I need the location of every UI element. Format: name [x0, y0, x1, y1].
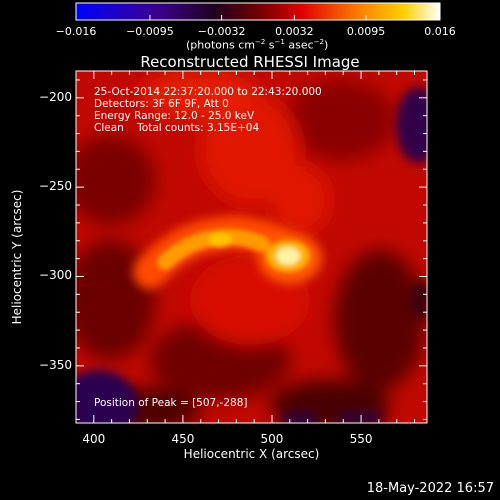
colorbar-ticks [75, 15, 441, 20]
colorbar-tick-label: 0.0032 [275, 25, 314, 38]
colorbar-svg [75, 2, 441, 21]
y-axis-label: Heliocentric Y (arcsec) [10, 189, 24, 325]
y-tick-label: −250 [39, 179, 72, 194]
colorbar-tick-label: −0.0095 [126, 25, 174, 38]
annotation-time: 25-Oct-2014 22:37:20.000 to 22:43:20.000 [94, 86, 322, 98]
annotation-energy: Energy Range: 12.0 - 25.0 keV [94, 110, 255, 122]
y-tick-label: −300 [39, 268, 72, 283]
colorbar-gradient [75, 2, 441, 21]
x-tick-label: 450 [171, 432, 195, 446]
annotation-detectors: Detectors: 3F 6F 9F, Att 0 [94, 98, 229, 110]
x-tick-label: 400 [82, 432, 106, 446]
footer-timestamp: 18-May-2022 16:57 [366, 481, 494, 496]
axis-ticks [75, 71, 427, 423]
annotation-peak: Position of Peak = [507,-288] [94, 397, 248, 409]
colorbar-tick-label: 0.0095 [346, 25, 386, 38]
y-tick-label: −350 [39, 357, 72, 372]
plot-frame [75, 70, 428, 424]
heatmap-image [76, 71, 427, 423]
colorbar-units: (photons cm−2 s−1 asec−2) [186, 38, 329, 52]
colorbar-tick-label: −0.0032 [197, 25, 246, 38]
x-tick-label: 550 [349, 432, 373, 446]
annotation-clean: Clean Total counts: 3.15E+04 [94, 122, 260, 134]
colorbar-tick-label: 0.016 [424, 25, 456, 38]
chart-title: Reconstructed RHESSI Image [140, 53, 360, 71]
colorbar-tick-label: −0.016 [55, 25, 97, 38]
x-tick-label: 500 [260, 432, 284, 446]
y-tick-label: −200 [39, 89, 72, 104]
x-axis-label: Heliocentric X (arcsec) [183, 447, 320, 461]
